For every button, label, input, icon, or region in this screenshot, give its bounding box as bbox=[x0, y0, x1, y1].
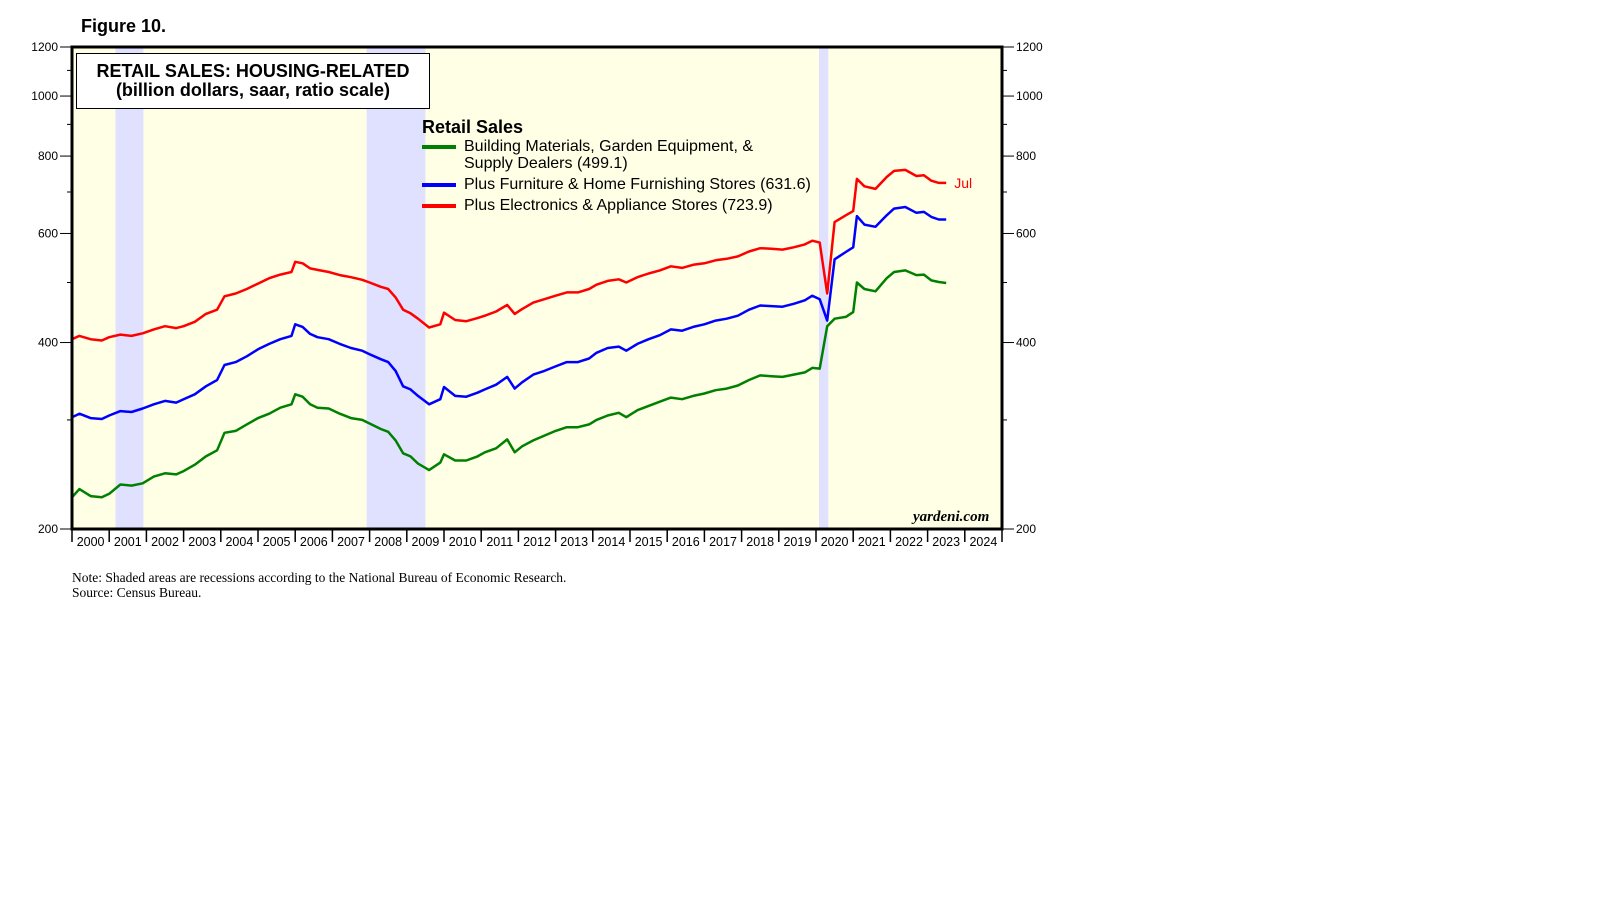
recession-band-2 bbox=[818, 47, 829, 529]
recession-band-0 bbox=[115, 47, 144, 529]
x-tick-label-2024: 2024 bbox=[969, 535, 997, 549]
legend-title: Retail Sales bbox=[422, 117, 524, 137]
y-tick-label-left-600: 600 bbox=[38, 226, 58, 240]
chart-title-box: RETAIL SALES: HOUSING-RELATED (billion d… bbox=[76, 53, 430, 109]
chart-title: RETAIL SALES: HOUSING-RELATED bbox=[96, 61, 410, 81]
source-note: Source: Census Bureau. bbox=[72, 585, 202, 600]
x-tick-label-2007: 2007 bbox=[337, 535, 365, 549]
y-tick-label-right-600: 600 bbox=[1016, 226, 1036, 240]
legend-entry-furniture: Plus Furniture & Home Furnishing Stores … bbox=[422, 176, 811, 193]
x-tick-label-2023: 2023 bbox=[932, 535, 960, 549]
x-tick-label-2011: 2011 bbox=[486, 535, 513, 549]
x-tick-label-2014: 2014 bbox=[597, 535, 625, 549]
x-tick-label-2001: 2001 bbox=[114, 535, 142, 549]
x-tick-label-2021: 2021 bbox=[858, 535, 886, 549]
legend: Retail Sales Building Materials, Garden … bbox=[422, 117, 811, 218]
x-tick-label-2003: 2003 bbox=[188, 535, 216, 549]
legend-swatch-building bbox=[422, 145, 456, 149]
y-tick-label-left-1200: 1200 bbox=[31, 40, 58, 54]
recession-band-1 bbox=[366, 47, 426, 529]
series-line-2 bbox=[71, 168, 947, 342]
legend-swatch-furniture bbox=[422, 183, 456, 187]
x-tick-label-2016: 2016 bbox=[672, 535, 700, 549]
x-tick-label-2010: 2010 bbox=[449, 535, 477, 549]
legend-entry-electronics: Plus Electronics & Appliance Stores (723… bbox=[422, 197, 811, 214]
y-tick-label-left-800: 800 bbox=[38, 149, 58, 163]
x-tick-label-2013: 2013 bbox=[560, 535, 588, 549]
x-tick-label-2017: 2017 bbox=[709, 535, 737, 549]
y-tick-label-right-200: 200 bbox=[1016, 522, 1036, 536]
x-tick-label-2019: 2019 bbox=[783, 535, 811, 549]
legend-swatch-electronics bbox=[422, 204, 456, 208]
recession-note: Note: Shaded areas are recessions accord… bbox=[72, 570, 567, 585]
plot-frame bbox=[70, 45, 1004, 531]
recession-bands bbox=[115, 47, 829, 529]
plot-background bbox=[72, 47, 1002, 529]
x-tick-label-2009: 2009 bbox=[411, 535, 439, 549]
x-tick-label-2020: 2020 bbox=[821, 535, 849, 549]
series-lines bbox=[71, 168, 947, 499]
axes: 200 200 400 400 600 600 800 800 1000 1000 1200 1200… bbox=[31, 40, 1043, 549]
series-line-0 bbox=[71, 269, 947, 499]
y-tick-label-right-1200: 1200 bbox=[1016, 40, 1043, 54]
y-tick-label-left-400: 400 bbox=[38, 336, 58, 350]
legend-entry-building: Building Materials, Garden Equipment, & … bbox=[422, 138, 811, 172]
y-tick-label-right-800: 800 bbox=[1016, 149, 1036, 163]
chart-subtitle: (billion dollars, saar, ratio scale) bbox=[115, 80, 391, 100]
y-tick-label-right-400: 400 bbox=[1016, 336, 1036, 350]
footnotes: Note: Shaded areas are recessions accord… bbox=[72, 570, 566, 600]
x-tick-label-2012: 2012 bbox=[523, 535, 551, 549]
x-tick-label-2000: 2000 bbox=[77, 535, 105, 549]
x-tick-label-2022: 2022 bbox=[895, 535, 923, 549]
x-tick-label-2008: 2008 bbox=[374, 535, 402, 549]
legend-label-furniture: Plus Furniture & Home Furnishing Stores … bbox=[464, 176, 811, 193]
x-tick-label-2015: 2015 bbox=[635, 535, 663, 549]
source-watermark: yardeni.com bbox=[913, 509, 990, 525]
x-tick-label-2018: 2018 bbox=[746, 535, 774, 549]
x-tick-label-2004: 2004 bbox=[225, 535, 253, 549]
x-tick-label-2002: 2002 bbox=[151, 535, 179, 549]
end-annotation: Jul bbox=[954, 175, 972, 191]
y-tick-label-left-200: 200 bbox=[38, 522, 58, 536]
legend-label-building: Building Materials, Garden Equipment, & … bbox=[464, 138, 754, 172]
y-tick-label-left-1000: 1000 bbox=[31, 89, 58, 103]
x-tick-label-2006: 2006 bbox=[300, 535, 328, 549]
y-tick-label-right-1000: 1000 bbox=[1016, 89, 1043, 103]
figure-label: Figure 10. bbox=[81, 16, 167, 36]
series-line-1 bbox=[71, 205, 947, 421]
legend-label-electronics: Plus Electronics & Appliance Stores (723… bbox=[464, 197, 773, 214]
x-tick-label-2005: 2005 bbox=[263, 535, 291, 549]
